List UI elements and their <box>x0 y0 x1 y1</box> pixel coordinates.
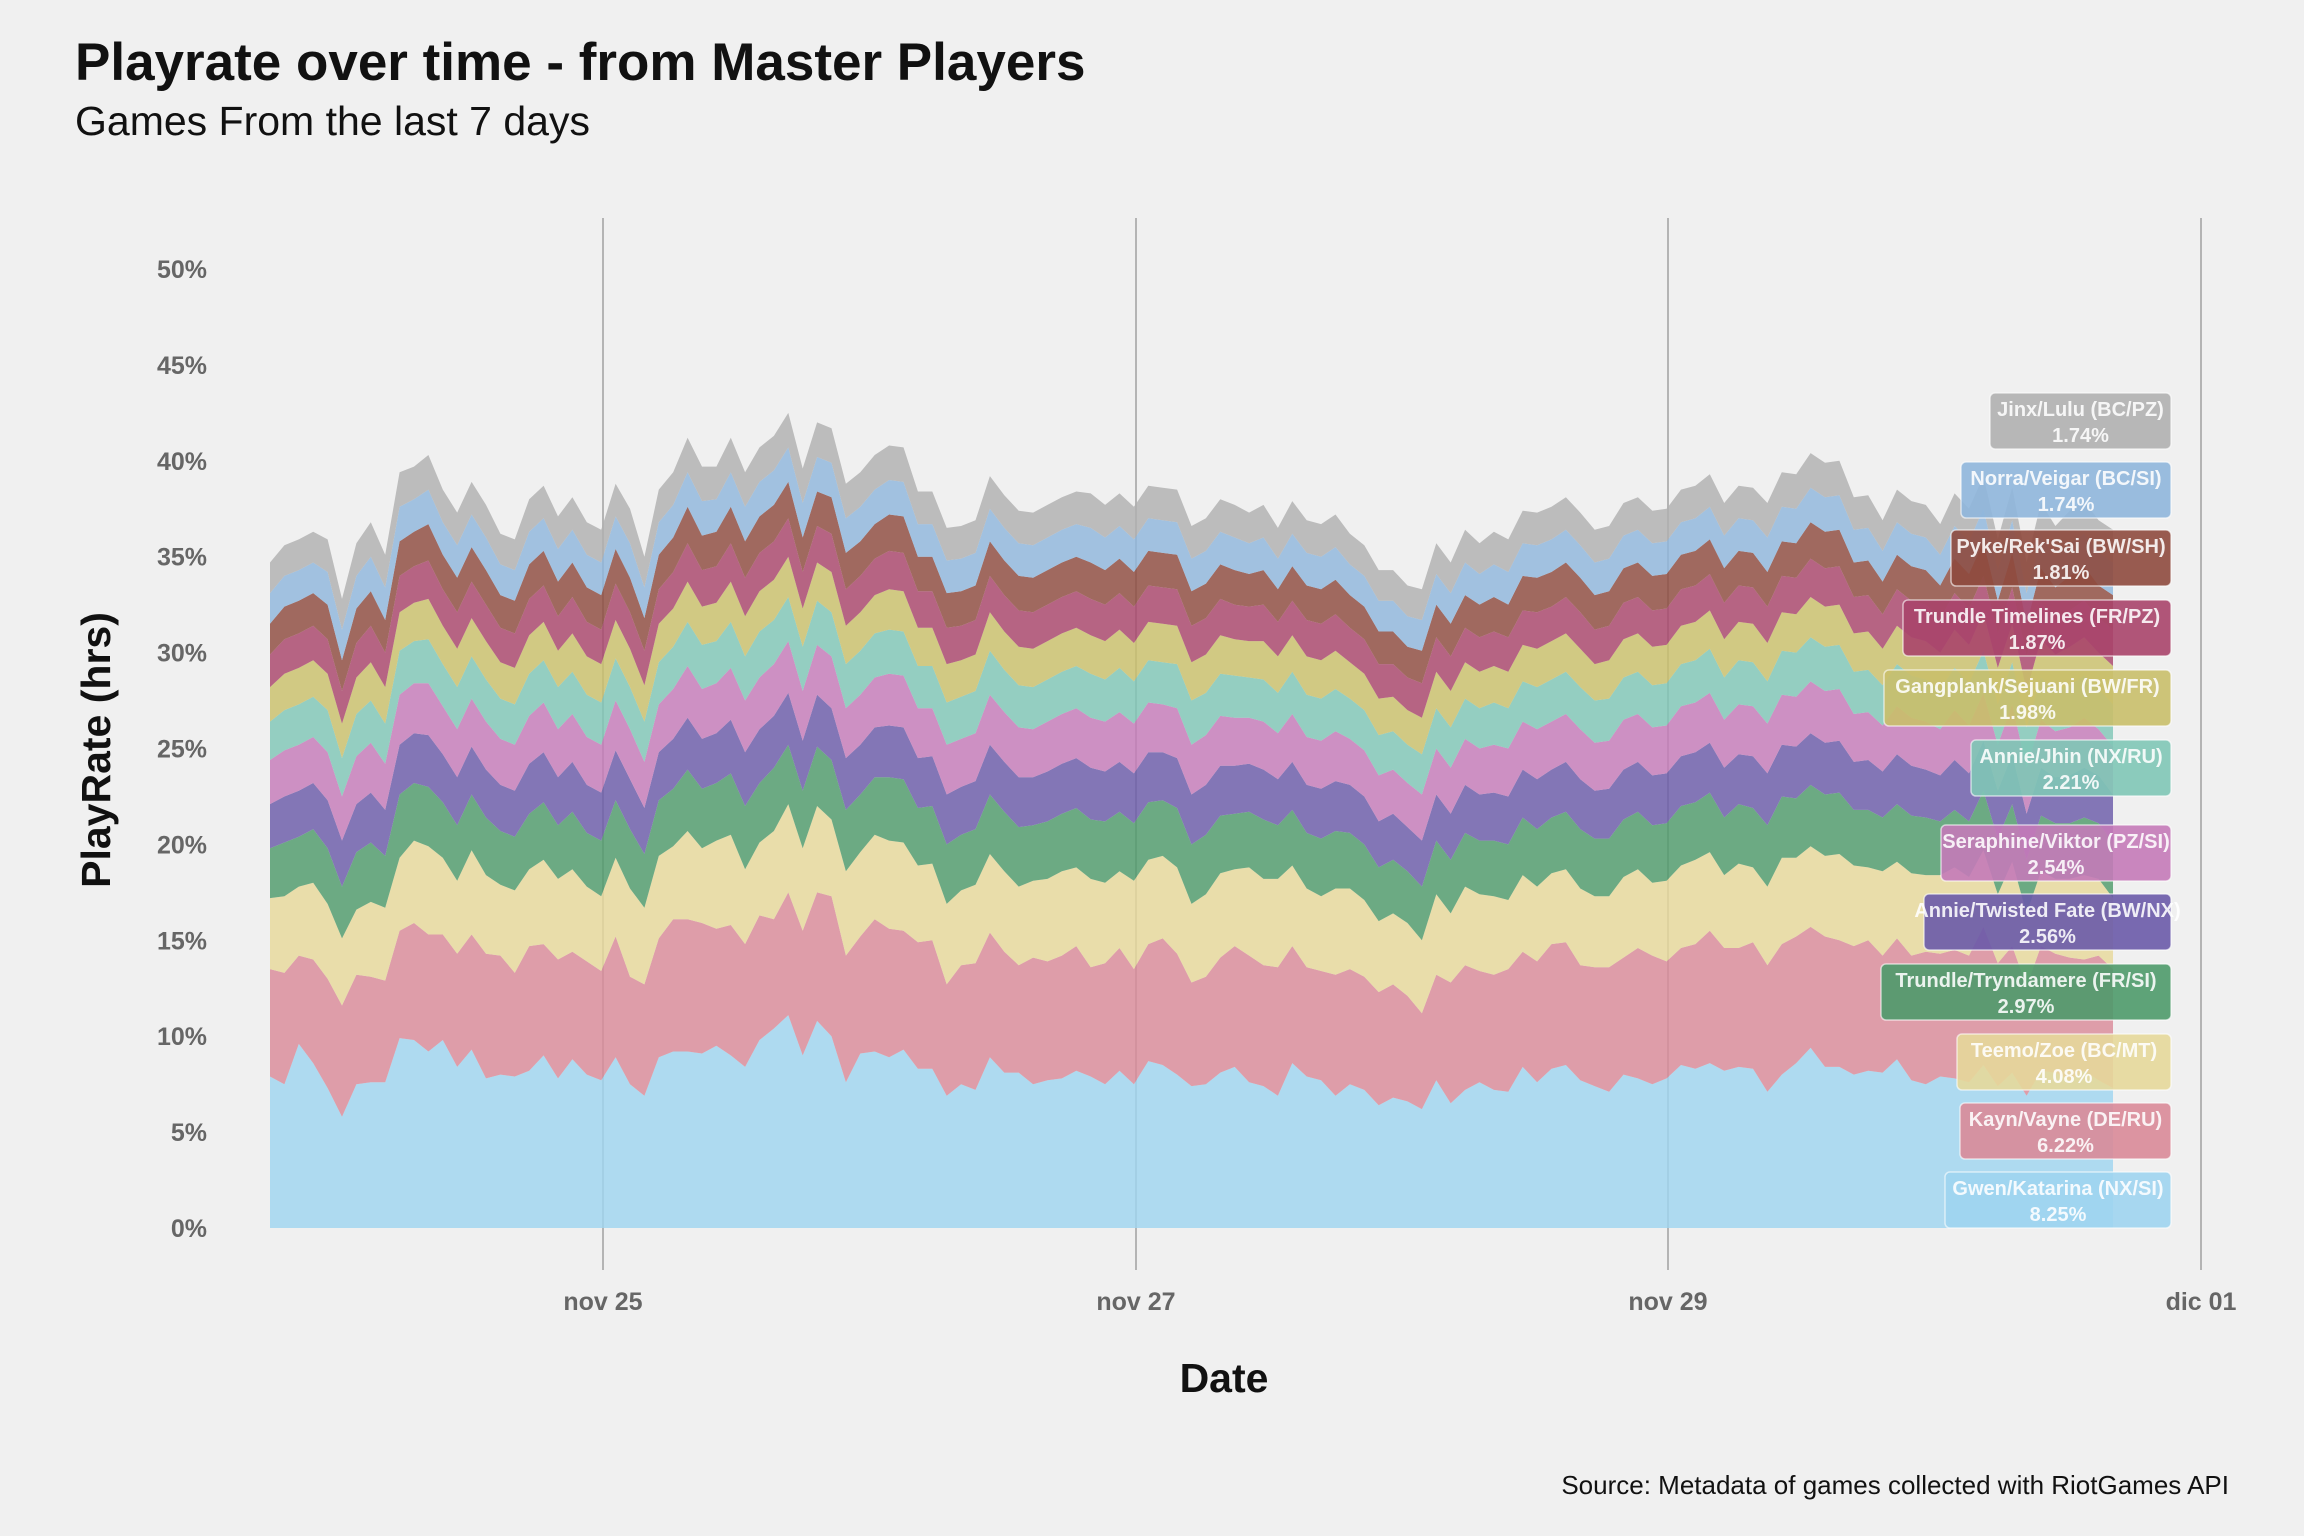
series-label-2: Teemo/Zoe (BC/MT) 4.08% <box>1956 1033 2172 1091</box>
series-label-value: 2.97% <box>1998 996 2055 1018</box>
series-label-value: 2.56% <box>2019 926 2076 948</box>
x-tick-label: nov 27 <box>1096 1288 1175 1316</box>
series-label-box <box>1950 529 2172 587</box>
series-label-name: Annie/Twisted Fate (BW/NX) <box>1914 900 2180 922</box>
area-series-1 <box>270 892 2113 1117</box>
series-label-name: Annie/Jhin (NX/RU) <box>1979 746 2162 768</box>
x-tick-label: nov 25 <box>563 1288 642 1316</box>
series-label-value: 2.21% <box>2043 772 2100 794</box>
series-label-value: 1.74% <box>2038 494 2095 516</box>
series-label-box <box>1944 1171 2172 1229</box>
series-label-box <box>1883 669 2172 727</box>
y-tick-label: 40% <box>157 448 207 476</box>
series-label-1: Kayn/Vayne (DE/RU) 6.22% <box>1959 1102 2172 1160</box>
series-label-box <box>1940 824 2172 882</box>
series-label-name: Seraphine/Viktor (PZ/SI) <box>1942 831 2169 853</box>
y-axis-title: PlayRate (hrs) <box>73 612 119 888</box>
series-label-box <box>1989 392 2172 450</box>
series-label-box <box>1956 1033 2172 1091</box>
y-tick-label: 50% <box>157 256 207 284</box>
chart-subtitle: Games From the last 7 days <box>75 98 590 144</box>
y-tick-label: 30% <box>157 640 207 668</box>
series-label-value: 1.98% <box>1999 702 2056 724</box>
series-label-box <box>1959 1102 2172 1160</box>
chart-title: Playrate over time - from Master Players <box>75 33 1086 92</box>
y-tick-label: 15% <box>157 927 207 955</box>
series-label-box <box>1902 599 2172 657</box>
y-tick-label: 45% <box>157 352 207 380</box>
y-tick-label: 10% <box>157 1023 207 1051</box>
series-label-box <box>1960 461 2172 519</box>
area-series-5 <box>270 641 2113 841</box>
series-label-7: Gangplank/Sejuani (BW/FR) 1.98% <box>1883 669 2172 727</box>
area-series-0 <box>270 1015 2113 1228</box>
y-tick-label: 5% <box>171 1119 207 1147</box>
x-tick-label: nov 29 <box>1628 1288 1707 1316</box>
series-label-11: Jinx/Lulu (BC/PZ) 1.74% <box>1989 392 2172 450</box>
series-label-box <box>1880 963 2172 1021</box>
series-label-name: Norra/Veigar (BC/SI) <box>1970 468 2161 490</box>
series-label-10: Norra/Veigar (BC/SI) 1.74% <box>1960 461 2172 519</box>
series-label-value: 2.54% <box>2028 857 2085 879</box>
y-axis-ticks: 0% 5% 10% 15% 20% 25% 30% 35% 40% 45% 50% <box>157 256 207 1243</box>
series-label-value: 6.22% <box>2037 1135 2094 1157</box>
y-tick-label: 0% <box>171 1215 207 1243</box>
area-series-7 <box>270 556 2113 759</box>
series-label-value: 8.25% <box>2030 1204 2087 1226</box>
area-series-3 <box>270 744 2113 941</box>
series-label-name: Trundle/Tryndamere (FR/SI) <box>1895 970 2156 992</box>
series-label-name: Gangplank/Sejuani (BW/FR) <box>1895 676 2159 698</box>
series-label-name: Teemo/Zoe (BC/MT) <box>1971 1040 2157 1062</box>
series-label-9: Pyke/Rek'Sai (BW/SH) 1.81% <box>1950 529 2172 587</box>
area-series-4 <box>270 692 2113 887</box>
y-tick-label: 35% <box>157 544 207 572</box>
series-label-name: Trundle Timelines (FR/PZ) <box>1914 606 2160 628</box>
y-tick-label: 20% <box>157 831 207 859</box>
series-labels: Gwen/Katarina (NX/SI) 8.25% Kayn/Vayne (DE… <box>1880 392 2181 1229</box>
x-tick-label: dic 01 <box>2166 1288 2237 1316</box>
series-label-4: Annie/Twisted Fate (BW/NX) 2.56% <box>1914 893 2181 951</box>
area-series-9 <box>270 481 2113 691</box>
x-axis-ticks: nov 25 nov 27 nov 29 dic 01 <box>563 1288 2236 1316</box>
series-label-8: Trundle Timelines (FR/PZ) 1.87% <box>1902 599 2172 657</box>
series-label-box <box>1923 893 2172 951</box>
series-label-value: 1.74% <box>2052 425 2109 447</box>
series-label-value: 1.81% <box>2033 562 2090 584</box>
series-label-5: Seraphine/Viktor (PZ/SI) 2.54% <box>1940 824 2172 882</box>
area-series-8 <box>270 518 2113 724</box>
series-label-name: Gwen/Katarina (NX/SI) <box>1952 1178 2163 1200</box>
series-label-3: Trundle/Tryndamere (FR/SI) 2.97% <box>1880 963 2172 1021</box>
series-label-6: Annie/Jhin (NX/RU) 2.21% <box>1970 739 2172 797</box>
area-series-2 <box>270 804 2113 1014</box>
series-label-0: Gwen/Katarina (NX/SI) 8.25% <box>1944 1171 2172 1229</box>
series-label-name: Pyke/Rek'Sai (BW/SH) <box>1956 536 2165 558</box>
series-label-name: Jinx/Lulu (BC/PZ) <box>1997 399 2164 421</box>
source-caption: Source: Metadata of games collected with… <box>1561 1470 2229 1500</box>
series-label-name: Kayn/Vayne (DE/RU) <box>1969 1109 2162 1131</box>
y-tick-label: 25% <box>157 736 207 764</box>
area-series-6 <box>270 597 2113 797</box>
series-areas <box>270 412 2113 1228</box>
area-series-11 <box>270 412 2113 630</box>
series-label-box <box>1970 739 2172 797</box>
series-label-value: 4.08% <box>2036 1066 2093 1088</box>
area-series-10 <box>270 447 2113 661</box>
series-label-value: 1.87% <box>2009 632 2066 654</box>
x-axis-title: Date <box>1180 1355 1269 1401</box>
